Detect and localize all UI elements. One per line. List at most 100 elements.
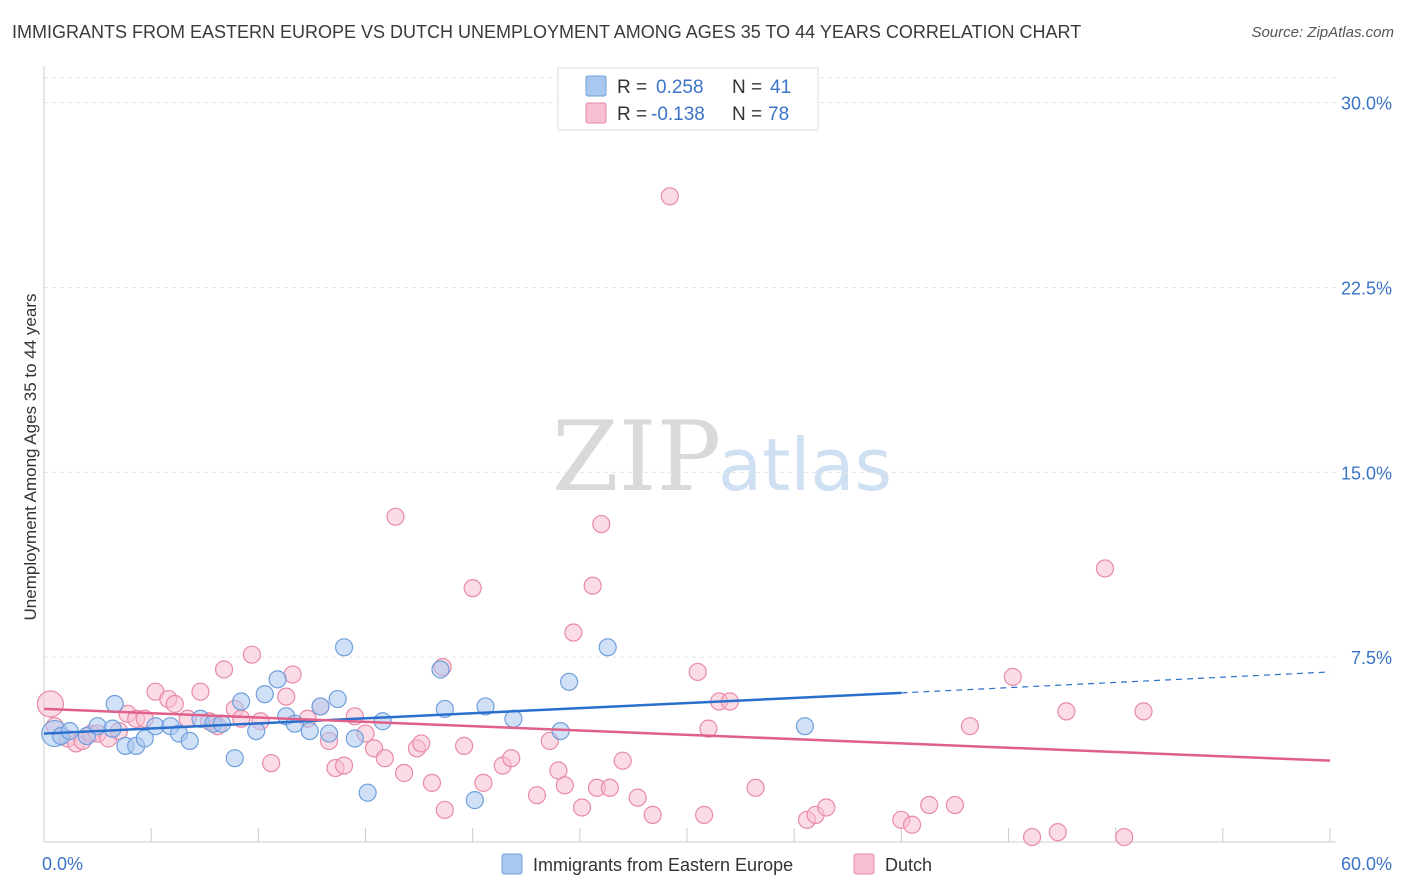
legend-swatch-blue xyxy=(585,75,607,97)
eastern-europe-point-29 xyxy=(345,729,364,748)
dutch-point-53 xyxy=(572,798,592,817)
correlation-legend: R = 0.258 N = 41 R = -0.138 N = 78 xyxy=(557,67,819,131)
legend-n-value-1: 41 xyxy=(770,77,791,98)
eastern-europe-point-17 xyxy=(225,749,244,768)
eastern-europe-point-19 xyxy=(247,721,266,741)
dutch-point-24 xyxy=(262,754,281,773)
dutch-point-52 xyxy=(564,623,583,642)
dutch-point-43 xyxy=(454,736,474,755)
eastern-europe-point-6 xyxy=(105,694,124,714)
dutch-point-70 xyxy=(817,798,836,817)
legend-n-label-2: N = xyxy=(732,104,762,125)
watermark: ZIP atlas xyxy=(552,401,892,513)
eastern-europe-point-26 xyxy=(319,724,339,743)
eastern-europe-point-27 xyxy=(328,689,347,709)
dutch-point-79 xyxy=(1057,702,1076,721)
eastern-europe-point-24 xyxy=(300,721,319,741)
dutch-point-42 xyxy=(435,800,454,820)
dutch-point-37 xyxy=(394,763,414,783)
eastern-europe-point-20 xyxy=(255,685,274,704)
eastern-europe-point-35 xyxy=(476,697,495,716)
dutch-point-14 xyxy=(165,694,184,714)
dutch-point-63 xyxy=(695,805,714,824)
dutch-point-47 xyxy=(502,749,521,768)
dutch-point-67 xyxy=(746,778,765,797)
dutch-point-25 xyxy=(277,687,296,706)
eastern-europe-point-39 xyxy=(598,638,617,657)
dutch-point-75 xyxy=(960,717,980,736)
dutch-point-61 xyxy=(660,187,679,206)
y-tick-label-3: 30.0% xyxy=(1341,94,1392,114)
dutch-point-78 xyxy=(1048,823,1067,842)
y-tick-labels: 7.5% 15.0% 22.5% 30.0% xyxy=(1341,94,1392,669)
dutch-point-58 xyxy=(613,751,632,770)
dutch-point-39 xyxy=(412,734,431,753)
x-tick-label-max: 60.0% xyxy=(1341,854,1392,874)
eastern-europe-point-38 xyxy=(560,672,579,691)
dutch-point-73 xyxy=(920,795,939,815)
dutch-point-64 xyxy=(699,719,718,738)
series-legend-swatch-pink xyxy=(853,853,875,875)
series-legend-label-1: Immigrants from Eastern Europe xyxy=(533,855,793,875)
eastern-europe-point-18 xyxy=(232,692,251,711)
dutch-point-56 xyxy=(592,514,611,534)
legend-r-label-2: R = xyxy=(617,104,647,125)
dutch-point-76 xyxy=(1003,667,1022,686)
legend-swatch-pink xyxy=(585,102,607,124)
eastern-europe-point-30 xyxy=(358,783,377,802)
dutch-point-72 xyxy=(902,815,922,834)
dutch-point-0 xyxy=(36,690,65,718)
x-ticks xyxy=(43,828,1331,842)
trend-line-dutch xyxy=(43,707,1331,762)
trend-line-eastern-europe-extension xyxy=(901,671,1331,694)
dutch-point-16 xyxy=(191,682,210,701)
eastern-europe-point-5 xyxy=(103,719,122,738)
dutch-point-54 xyxy=(583,576,602,595)
legend-n-label-1: N = xyxy=(732,77,762,98)
chart-source: Source: ZipAtlas.com xyxy=(1251,24,1394,41)
dutch-point-77 xyxy=(1022,827,1042,847)
eastern-europe-point-25 xyxy=(311,697,330,716)
eastern-europe-point-34 xyxy=(465,791,484,810)
dutch-point-51 xyxy=(555,776,574,795)
dutch-point-48 xyxy=(527,786,547,805)
series-legend: Immigrants from Eastern Europe Dutch xyxy=(501,853,932,875)
series-legend-label-2: Dutch xyxy=(885,855,932,875)
dutch-point-80 xyxy=(1095,559,1115,578)
y-tick-label-0: 7.5% xyxy=(1351,648,1392,668)
chart-title: IMMIGRANTS FROM EASTERN EUROPE VS DUTCH … xyxy=(12,22,1082,42)
dutch-point-82 xyxy=(1134,702,1153,721)
dutch-point-40 xyxy=(422,773,442,792)
dutch-point-59 xyxy=(628,788,647,807)
gridlines xyxy=(44,77,1336,658)
y-tick-label-1: 15.0% xyxy=(1341,463,1392,483)
legend-n-value-2: 78 xyxy=(768,104,789,125)
dutch-point-31 xyxy=(334,756,354,775)
legend-r-value-2: -0.138 xyxy=(651,104,705,125)
legend-r-value-1: 0.258 xyxy=(656,77,704,98)
eastern-europe-point-32 xyxy=(431,660,450,679)
y-tick-label-2: 22.5% xyxy=(1341,278,1392,298)
dutch-point-22 xyxy=(242,645,262,664)
watermark-zip: ZIP xyxy=(552,401,721,513)
eastern-europe-point-28 xyxy=(334,638,354,657)
eastern-europe-point-21 xyxy=(268,670,287,689)
dutch-point-57 xyxy=(600,778,619,797)
legend-r-label-1: R = xyxy=(617,77,647,98)
series-legend-swatch-blue xyxy=(501,853,523,875)
watermark-atlas: atlas xyxy=(718,423,892,507)
dutch-point-62 xyxy=(688,662,707,682)
x-tick-label-min: 0.0% xyxy=(42,854,83,874)
trend-line-eastern-europe xyxy=(43,691,902,735)
eastern-europe-point-13 xyxy=(180,731,199,751)
eastern-europe-point-40 xyxy=(795,717,814,736)
dutch-point-26 xyxy=(283,665,302,684)
dutch-point-60 xyxy=(643,805,662,824)
dutch-point-74 xyxy=(945,795,965,815)
dutch-point-44 xyxy=(463,579,482,598)
dutch-point-81 xyxy=(1115,827,1134,847)
dutch-point-35 xyxy=(375,749,394,768)
trend-lines xyxy=(43,671,1331,762)
dutch-point-45 xyxy=(474,773,493,792)
